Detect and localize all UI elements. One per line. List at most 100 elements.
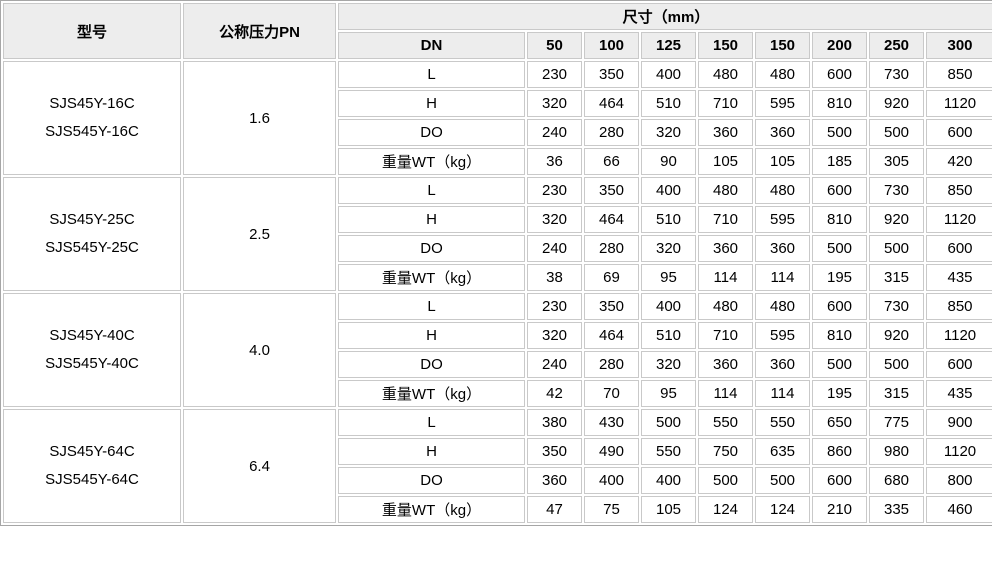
dimension-value: 400 bbox=[641, 61, 696, 88]
dimension-value: 280 bbox=[584, 351, 639, 378]
dimension-value: 500 bbox=[869, 235, 924, 262]
dimension-value: 500 bbox=[869, 119, 924, 146]
dimension-value: 600 bbox=[812, 293, 867, 320]
dimension-value: 95 bbox=[641, 380, 696, 407]
dimension-value: 480 bbox=[755, 293, 810, 320]
dimension-value: 500 bbox=[698, 467, 753, 494]
dimension-value: 360 bbox=[698, 351, 753, 378]
spec-table: 型号 公称压力PN 尺寸（mm） DN 50 100 125 150 150 2… bbox=[0, 0, 992, 526]
dimension-value: 730 bbox=[869, 61, 924, 88]
dimension-value: 650 bbox=[812, 409, 867, 436]
dimension-row-label: H bbox=[338, 438, 525, 465]
dimension-value: 114 bbox=[698, 380, 753, 407]
dimension-value: 305 bbox=[869, 148, 924, 175]
dimension-value: 920 bbox=[869, 322, 924, 349]
table-row: DO 240 280 320 360 360 500 500 600 bbox=[3, 351, 992, 378]
dimension-row-label: 重量WT（kg） bbox=[338, 496, 525, 523]
dimension-value: 75 bbox=[584, 496, 639, 523]
dimension-value: 600 bbox=[812, 61, 867, 88]
dimension-value: 124 bbox=[698, 496, 753, 523]
dimension-value: 315 bbox=[869, 264, 924, 291]
dimension-value: 195 bbox=[812, 380, 867, 407]
dimension-value: 350 bbox=[584, 293, 639, 320]
dimension-value: 36 bbox=[527, 148, 582, 175]
dimension-value: 460 bbox=[926, 496, 992, 523]
dimension-value: 230 bbox=[527, 293, 582, 320]
model-cell: SJS45Y-40C SJS545Y-40C bbox=[3, 293, 181, 407]
table-row: H 320 464 510 710 595 810 920 1120 bbox=[3, 90, 992, 117]
dimension-value: 550 bbox=[698, 409, 753, 436]
dimension-value: 90 bbox=[641, 148, 696, 175]
dimension-value: 335 bbox=[869, 496, 924, 523]
dimension-row-label: H bbox=[338, 206, 525, 233]
table-row: SJS45Y-40C SJS545Y-40C 4.0 L 230 350 400 480 480… bbox=[3, 293, 992, 407]
dimension-value: 114 bbox=[755, 264, 810, 291]
dimension-value: 1120 bbox=[926, 322, 992, 349]
dimension-value: 1120 bbox=[926, 206, 992, 233]
model-name: SJS45Y-16C bbox=[49, 94, 135, 112]
dimension-value: 360 bbox=[698, 235, 753, 262]
dimension-row-label: L bbox=[338, 61, 525, 88]
dimension-value: 550 bbox=[641, 438, 696, 465]
dimension-row-label: DO bbox=[338, 351, 525, 378]
dimension-value: 360 bbox=[527, 467, 582, 494]
dimension-value: 230 bbox=[527, 61, 582, 88]
dimension-value: 350 bbox=[527, 438, 582, 465]
dimension-value: 480 bbox=[698, 293, 753, 320]
dimension-value: 600 bbox=[926, 351, 992, 378]
dimension-value: 240 bbox=[527, 119, 582, 146]
dimension-value: 750 bbox=[698, 438, 753, 465]
dimension-value: 480 bbox=[698, 177, 753, 204]
dimension-value: 230 bbox=[527, 177, 582, 204]
dimension-value: 240 bbox=[527, 351, 582, 378]
table-row: DO 240 280 320 360 360 500 500 600 bbox=[3, 119, 992, 146]
table-row: DO 240 280 320 360 360 500 500 600 bbox=[3, 235, 992, 262]
dimension-value: 600 bbox=[926, 235, 992, 262]
dimension-value: 400 bbox=[584, 467, 639, 494]
dimension-row-label: DO bbox=[338, 235, 525, 262]
dn-size-header: 150 bbox=[698, 32, 753, 59]
dimension-value: 320 bbox=[527, 90, 582, 117]
dimension-value: 435 bbox=[926, 264, 992, 291]
dimension-value: 850 bbox=[926, 61, 992, 88]
dimension-value: 500 bbox=[869, 351, 924, 378]
table-row: SJS45Y-25C SJS545Y-25C 2.5 L 230 350 400 480 480… bbox=[3, 177, 992, 291]
dimension-value: 810 bbox=[812, 322, 867, 349]
dimension-value: 850 bbox=[926, 293, 992, 320]
dimension-row-label: 重量WT（kg） bbox=[338, 380, 525, 407]
dimension-value: 500 bbox=[755, 467, 810, 494]
dimension-value: 360 bbox=[698, 119, 753, 146]
dn-size-header: 200 bbox=[812, 32, 867, 59]
dimension-value: 400 bbox=[641, 293, 696, 320]
table-row: 重量WT（kg） 36 66 90 105 105 185 305 420 bbox=[3, 148, 992, 175]
col-header-size: 尺寸（mm） bbox=[338, 3, 992, 30]
dimension-value: 66 bbox=[584, 148, 639, 175]
dimension-value: 510 bbox=[641, 90, 696, 117]
dimension-value: 550 bbox=[755, 409, 810, 436]
dn-size-header: 125 bbox=[641, 32, 696, 59]
dimension-value: 420 bbox=[926, 148, 992, 175]
dimension-value: 464 bbox=[584, 322, 639, 349]
dimension-value: 710 bbox=[698, 322, 753, 349]
dimension-value: 635 bbox=[755, 438, 810, 465]
dimension-value: 480 bbox=[755, 177, 810, 204]
dimension-value: 105 bbox=[698, 148, 753, 175]
dimension-value: 435 bbox=[926, 380, 992, 407]
table-row: 重量WT（kg） 47 75 105 124 124 210 335 460 bbox=[3, 496, 992, 523]
dimension-row-label: DO bbox=[338, 467, 525, 494]
dimension-value: 595 bbox=[755, 322, 810, 349]
dimension-value: 360 bbox=[755, 235, 810, 262]
dn-size-header: 300 bbox=[926, 32, 992, 59]
model-name: SJS545Y-40C bbox=[45, 355, 139, 372]
dimension-row-label: L bbox=[338, 409, 525, 436]
dimension-value: 360 bbox=[755, 351, 810, 378]
dimension-value: 360 bbox=[755, 119, 810, 146]
dimension-value: 730 bbox=[869, 177, 924, 204]
dimension-value: 114 bbox=[698, 264, 753, 291]
model-cell: SJS45Y-16C SJS545Y-16C bbox=[3, 61, 181, 175]
dimension-value: 850 bbox=[926, 177, 992, 204]
dimension-row-label: 重量WT（kg） bbox=[338, 264, 525, 291]
dimension-value: 1120 bbox=[926, 90, 992, 117]
dn-size-header: 100 bbox=[584, 32, 639, 59]
col-header-dn: DN bbox=[338, 32, 525, 59]
